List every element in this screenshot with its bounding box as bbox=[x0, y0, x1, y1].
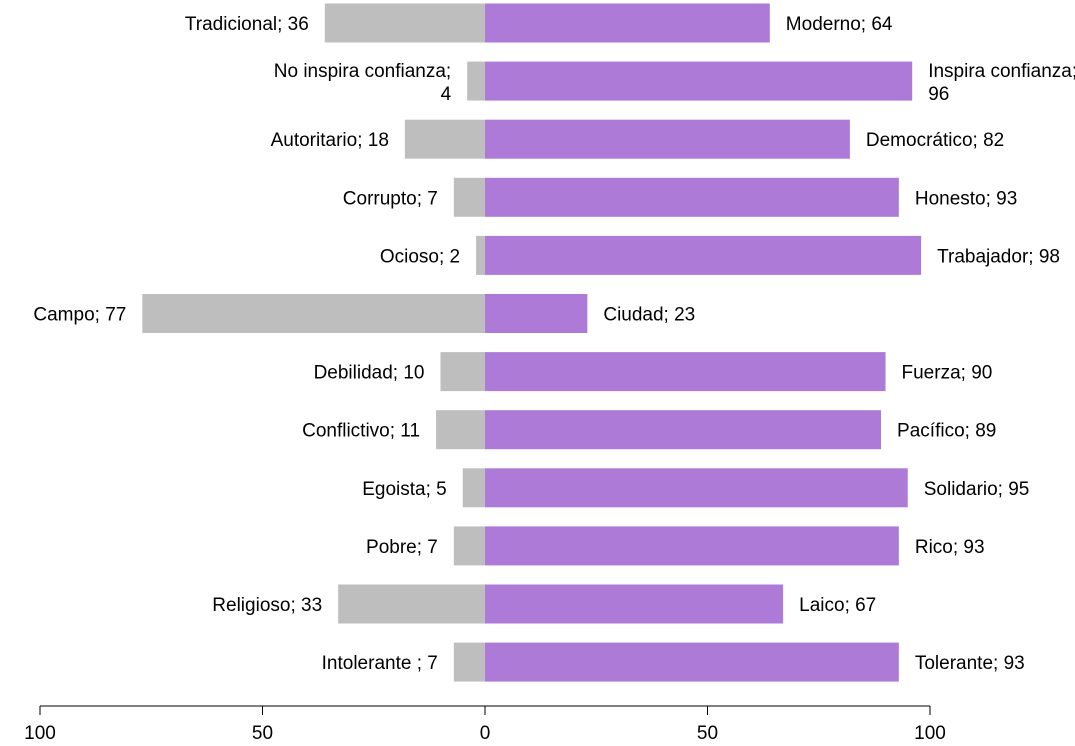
bar-left-8 bbox=[436, 410, 485, 450]
left-label-5: Ocioso; 2 bbox=[380, 246, 460, 267]
bar-left-11 bbox=[338, 584, 485, 624]
left-label-4: Corrupto; 7 bbox=[343, 188, 438, 209]
bar-right-12 bbox=[485, 642, 899, 682]
left-label-8: Conflictivo; 11 bbox=[302, 421, 420, 442]
bar-right-8 bbox=[485, 410, 882, 450]
left-label-12: Intolerante ; 7 bbox=[322, 653, 438, 674]
x-tick-label-1: 100 bbox=[24, 723, 56, 744]
left-label-11: Religioso; 33 bbox=[212, 595, 322, 616]
bar-left-3 bbox=[404, 119, 485, 159]
right-label-2-line-2: 96 bbox=[928, 84, 949, 105]
bar-right-6 bbox=[485, 294, 588, 333]
right-label-8: Pacífico; 89 bbox=[897, 421, 996, 442]
left-label-3: Autoritario; 18 bbox=[271, 130, 389, 151]
right-label-7: Fuerza; 90 bbox=[902, 363, 993, 384]
right-label-6: Ciudad; 23 bbox=[603, 305, 695, 326]
bar-labels-layer: Tradicional; 36 Moderno; 64 No inspira con… bbox=[33, 14, 1075, 674]
bar-right-9 bbox=[485, 468, 908, 508]
bar-left-10 bbox=[453, 526, 485, 566]
left-label-2-line-2: 4 bbox=[441, 84, 452, 105]
right-label-9: Solidario; 95 bbox=[924, 479, 1030, 500]
bar-right-1 bbox=[485, 3, 770, 43]
bar-right-2 bbox=[485, 61, 913, 101]
left-label-1: Tradicional; 36 bbox=[185, 14, 309, 35]
x-axis: 100 50 0 50 100 bbox=[24, 705, 946, 744]
right-label-2: Inspira confianza; 96 bbox=[928, 61, 1075, 105]
left-label-2: No inspira confianza; 4 bbox=[274, 61, 452, 105]
bar-right-11 bbox=[485, 584, 784, 624]
left-label-2-line-1: No inspira confianza; bbox=[274, 61, 451, 82]
right-label-1: Moderno; 64 bbox=[786, 14, 893, 35]
right-label-5: Trabajador; 98 bbox=[937, 246, 1060, 267]
bars-layer bbox=[142, 3, 922, 682]
bar-right-7 bbox=[485, 352, 886, 392]
right-label-4: Honesto; 93 bbox=[915, 188, 1017, 209]
left-label-6: Campo; 77 bbox=[33, 305, 126, 326]
bar-left-1 bbox=[324, 3, 485, 43]
bar-left-9 bbox=[462, 468, 485, 508]
right-label-10: Rico; 93 bbox=[915, 537, 985, 558]
right-label-11: Laico; 67 bbox=[799, 595, 876, 616]
bar-right-10 bbox=[485, 526, 899, 566]
x-tick-label-3: 0 bbox=[480, 723, 491, 744]
x-tick-label-4: 50 bbox=[697, 723, 718, 744]
bar-left-2 bbox=[467, 61, 485, 101]
bar-left-7 bbox=[440, 352, 485, 392]
bar-right-5 bbox=[485, 235, 922, 275]
right-label-2-line-1: Inspira confianza; bbox=[928, 61, 1075, 82]
left-label-9: Egoista; 5 bbox=[362, 479, 447, 500]
bar-right-4 bbox=[485, 177, 899, 217]
bar-left-6 bbox=[142, 294, 485, 333]
left-label-7: Debilidad; 10 bbox=[314, 363, 425, 384]
right-label-12: Tolerante; 93 bbox=[915, 653, 1025, 674]
x-tick-label-5: 100 bbox=[914, 723, 946, 744]
left-label-10: Pobre; 7 bbox=[366, 537, 438, 558]
x-tick-label-2: 50 bbox=[252, 723, 273, 744]
bar-left-12 bbox=[453, 642, 485, 682]
right-label-3: Democrático; 82 bbox=[866, 130, 1004, 151]
bar-left-4 bbox=[453, 177, 485, 217]
bar-right-3 bbox=[485, 119, 850, 159]
bar-left-5 bbox=[476, 235, 485, 275]
